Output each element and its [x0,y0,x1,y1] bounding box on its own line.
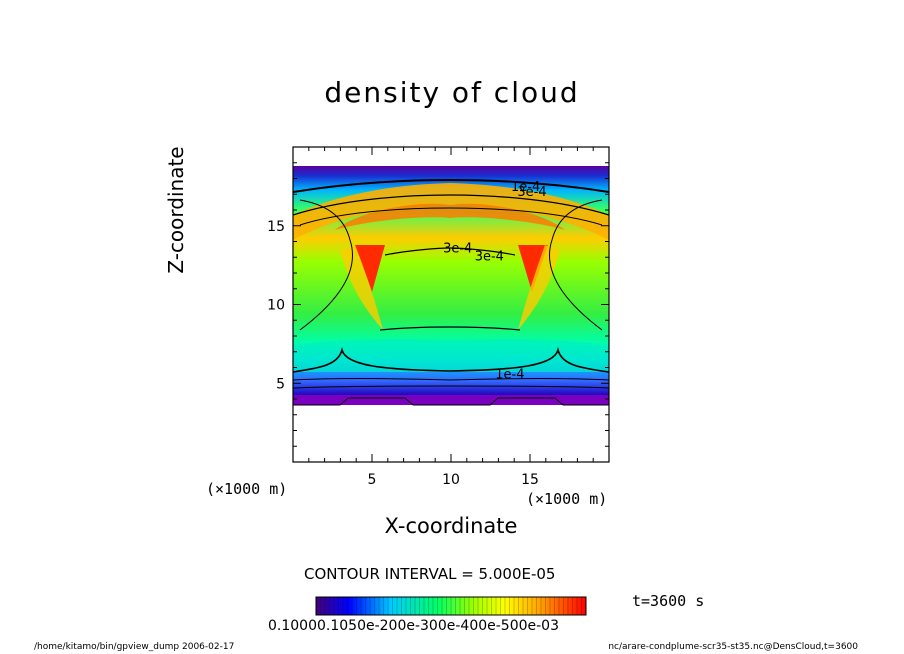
contour-interval: CONTOUR INTERVAL = 5.000E-05 [304,565,556,583]
y-tick-label: 10 [267,298,285,314]
x-axis-unit: (×1000 m) [526,490,608,508]
contour-label: 3e-4 [517,185,546,200]
contour-label: 1e-4 [495,368,524,383]
x-axis-label: X-coordinate [384,514,518,538]
colorbar-divisions [320,597,582,615]
y-tick-label: 15 [267,219,285,235]
x-tick-label: 5 [368,472,377,488]
axis-ticks: 5 10 15 5 10 15 [267,147,609,488]
chart-title: density of cloud [324,76,580,109]
footer-path: /home/kitamo/bin/gpview_dump 2006-02-17 [34,642,235,652]
contour-label: 3e-4 [443,242,472,257]
y-axis-unit: (×1000 m) [206,480,288,498]
x-tick-label: 10 [442,472,460,488]
density-field [293,166,609,406]
colorbar-tick-labels: 0.10000.1050e-200e-300e-400e-500e-03 [268,618,559,634]
y-tick-label: 5 [276,376,285,392]
contour-label: 1e-4 [511,180,540,195]
y-axis-label: Z-coordinate [164,146,188,274]
footer-source: nc/arare-condplume-scr35-st35.nc@DensClo… [608,642,858,652]
time-label: t=3600 s [632,592,705,610]
contour-label: 3e-4 [475,249,504,264]
contour-labels: 1e-43e-43e-43e-41e-4 [443,180,546,382]
x-tick-label: 15 [521,472,539,488]
